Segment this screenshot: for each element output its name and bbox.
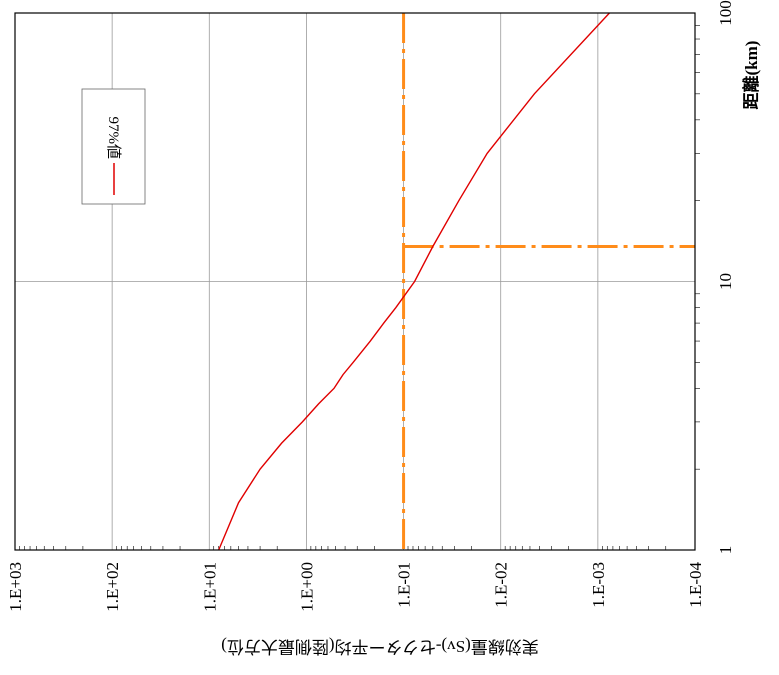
minor-ticks (19, 24, 700, 550)
x-tick-label: 1 (716, 546, 735, 555)
y-tick-label: 1.E-01 (395, 562, 414, 608)
y-tick-label: 1.E+01 (200, 562, 219, 612)
y-tick-label: 1.E-02 (492, 562, 511, 608)
plot-frame (14, 12, 696, 551)
x-tick-label: 10 (716, 273, 735, 290)
series-layer (218, 12, 610, 551)
y-tick-labels: 1.E-04 1.E-03 1.E-02 1.E-01 1.E+00 1.E+01 1.E+… (6, 562, 705, 612)
y-tick-label: 1.E+02 (103, 562, 122, 612)
y-axis-title: 実効線量(Sv)-セクター平均(陸側最大方位) (221, 637, 539, 656)
legend-entry-label: 97%値 (105, 117, 122, 160)
x-tick-label: 100 (716, 0, 735, 26)
legend: 97%値 (81, 88, 146, 205)
y-tick-label: 1.E-03 (589, 562, 608, 608)
y-tick-label: 1.E-04 (686, 562, 705, 608)
reference-lines (402, 13, 695, 550)
x-tick-labels: 1 10 100 (716, 0, 735, 554)
y-tick-label: 1.E+00 (297, 562, 316, 612)
x-axis-title: 距離(km) (741, 41, 761, 110)
series-line-97-percentile (218, 12, 610, 551)
y-tick-label: 1.E+03 (6, 562, 25, 612)
